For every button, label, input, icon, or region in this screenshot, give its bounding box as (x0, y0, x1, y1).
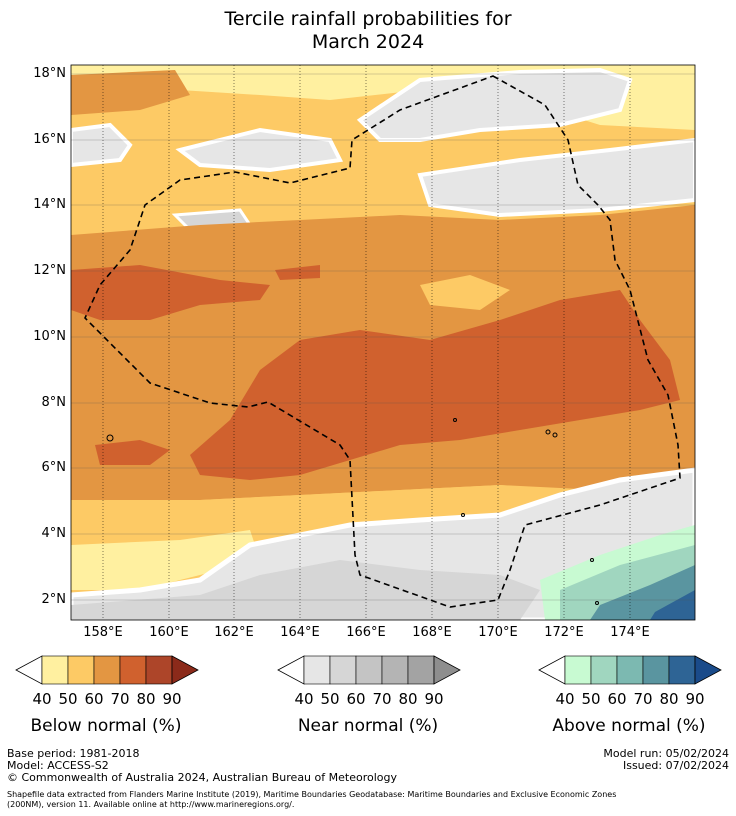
colorbar-segment (616, 655, 644, 685)
latitude-tick-label: 14°N (33, 197, 66, 212)
colorbar-label: 80 (659, 690, 679, 708)
latitude-tick-label: 2°N (41, 592, 67, 607)
latitude-tick-label: 6°N (41, 460, 67, 475)
dark-orange-spot (275, 265, 320, 280)
model-name: Model: ACCESS-S2 (7, 759, 109, 772)
grey-patch-east (417, 137, 695, 218)
colorbar-min-triangle (277, 655, 305, 685)
blue-patch-se (650, 590, 695, 620)
longitude-tick-label: 162°E (214, 625, 254, 640)
colorbar (15, 655, 199, 685)
colorbar-label: 50 (581, 690, 601, 708)
latitude-tick-label: 12°N (33, 263, 66, 278)
colorbar-segment (355, 655, 383, 685)
colorbar-segment (381, 655, 409, 685)
colorbar-max-triangle (433, 655, 461, 685)
colorbar-min-triangle (538, 655, 566, 685)
colorbar-label: 60 (84, 690, 104, 708)
colorbar-segment (145, 655, 173, 685)
footer-right: Model run: 05/02/2024 Issued: 07/02/2024 (603, 748, 729, 772)
colorbar-max-triangle (694, 655, 722, 685)
colorbar-label: 80 (398, 690, 418, 708)
grey-patch-west (71, 122, 133, 168)
colorbar-label: 90 (162, 690, 182, 708)
colorbar-segment (564, 655, 592, 685)
dark-orange-west (71, 265, 270, 320)
longitude-tick-label: 160°E (149, 625, 189, 640)
colorbar-title: Above normal (%) (552, 716, 706, 736)
longitude-tick-label: 172°E (544, 625, 584, 640)
issued-date: Issued: 07/02/2024 (622, 759, 729, 772)
latitude-lines (71, 73, 695, 601)
yellow-patch-inner (420, 275, 510, 310)
base-period: Base period: 1981-2018 (7, 747, 140, 760)
latitude-tick-label: 18°N (33, 66, 66, 81)
colorbar-segment (119, 655, 147, 685)
colorbar-label: 40 (294, 690, 314, 708)
shapefile-credit-2: (200NM), version 11. Available online at… (7, 800, 295, 809)
colorbar-min-triangle (15, 655, 43, 685)
map-title: Tercile rainfall probabilities for March… (0, 8, 736, 54)
longitude-tick-label: 166°E (346, 625, 386, 640)
colorbar-label: 50 (58, 690, 78, 708)
eez-boundary (84, 75, 681, 608)
colorbar-segment (407, 655, 435, 685)
colorbar (277, 655, 461, 685)
probability-fields (71, 65, 695, 620)
copyright: © Commonwealth of Australia 2024, Austra… (7, 771, 397, 784)
model-run: Model run: 05/02/2024 (603, 747, 729, 760)
grey-band-south-2 (71, 560, 540, 620)
colorbar-segment (329, 655, 357, 685)
latitude-tick-label: 4°N (41, 526, 67, 541)
latitude-tick-label: 8°N (41, 395, 67, 410)
longitude-tick-label: 168°E (412, 625, 452, 640)
colorbar-max-triangle (171, 655, 199, 685)
title-line-1: Tercile rainfall probabilities for (224, 8, 512, 30)
colorbar-label: 40 (32, 690, 52, 708)
colorbar-label: 70 (372, 690, 392, 708)
colorbar-label: 70 (633, 690, 653, 708)
shapefile-credit: Shapefile data extracted from Flanders M… (7, 790, 727, 810)
pale-yellow-south (71, 530, 260, 590)
footer-left: Base period: 1981-2018 Model: ACCESS-S2 … (7, 748, 397, 784)
dark-orange-sw (95, 440, 170, 465)
latitude-tick-label: 10°N (33, 329, 66, 344)
grey-band-south (71, 467, 695, 620)
rainfall-map (70, 64, 696, 621)
orange-patch-nw (71, 70, 190, 115)
colorbar-title: Below normal (%) (30, 716, 182, 736)
longitude-tick-label: 170°E (478, 625, 518, 640)
colorbar-segment (668, 655, 696, 685)
colorbar (538, 655, 722, 685)
colorbar-label: 90 (685, 690, 705, 708)
title-line-2: March 2024 (311, 31, 425, 53)
colorbar-segment (93, 655, 121, 685)
colorbar-segment (41, 655, 69, 685)
graticule (102, 65, 631, 620)
map-frame (70, 64, 696, 621)
colorbar-label: 50 (320, 690, 340, 708)
colorbar-label: 70 (110, 690, 130, 708)
colorbar-segment (590, 655, 618, 685)
colorbar-label: 60 (607, 690, 627, 708)
dark-orange-band (190, 290, 680, 480)
colorbar-segment (642, 655, 670, 685)
longitude-tick-label: 164°E (280, 625, 320, 640)
longitude-tick-label: 158°E (83, 625, 123, 640)
yellow-band-south (71, 485, 560, 545)
latitude-tick-label: 16°N (33, 132, 66, 147)
longitude-tick-label: 174°E (610, 625, 650, 640)
colorbar-label: 40 (555, 690, 575, 708)
colorbar-label: 80 (136, 690, 156, 708)
colorbar-label: 60 (346, 690, 366, 708)
colorbar-label: 90 (424, 690, 444, 708)
colorbar-segment (67, 655, 95, 685)
shapefile-credit-1: Shapefile data extracted from Flanders M… (7, 790, 617, 799)
colorbar-title: Near normal (%) (297, 716, 439, 736)
colorbar-segment (303, 655, 331, 685)
islands (106, 418, 599, 605)
